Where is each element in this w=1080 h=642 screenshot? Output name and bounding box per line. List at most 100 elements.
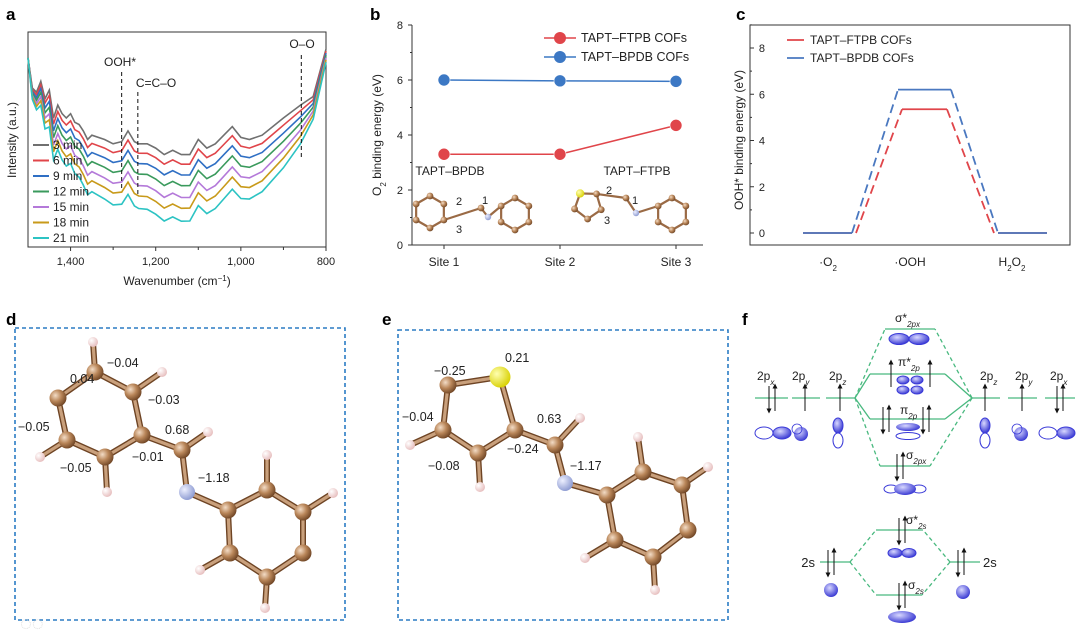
legend-label: TAPT–BPDB COFs bbox=[581, 50, 689, 64]
label-part: H bbox=[999, 255, 1008, 269]
label-sub: z bbox=[841, 378, 846, 387]
bond bbox=[636, 206, 658, 213]
label-sub: 2px bbox=[912, 457, 927, 466]
y-axis-label: OOH* binding energy (eV) bbox=[732, 70, 746, 210]
charge-label: −0.25 bbox=[434, 364, 466, 378]
correlation-line bbox=[923, 530, 950, 562]
atom-H bbox=[102, 487, 112, 497]
transition-line bbox=[947, 109, 994, 233]
atom-C bbox=[525, 203, 532, 210]
x-tick-label: Site 2 bbox=[545, 255, 576, 269]
orbital-lobe bbox=[902, 549, 916, 558]
label-main: 2p bbox=[829, 369, 843, 383]
label-main: σ* bbox=[906, 513, 918, 527]
legend-label: 6 min bbox=[53, 154, 82, 168]
y-tick-label: 0 bbox=[759, 228, 765, 240]
atom-H bbox=[157, 367, 167, 377]
atom-H bbox=[88, 337, 98, 347]
orbital-sphere bbox=[824, 583, 838, 597]
y-tick-label: 6 bbox=[759, 89, 765, 101]
orbital-lobe bbox=[980, 433, 990, 448]
legend-label: TAPT–FTPB COFs bbox=[581, 31, 687, 45]
atom-C bbox=[674, 477, 691, 494]
charge-label: −0.24 bbox=[507, 442, 539, 456]
atom-C bbox=[680, 522, 697, 539]
mo-label: σ2px bbox=[906, 448, 927, 466]
legend-label: 18 min bbox=[53, 216, 89, 230]
correlation-line bbox=[945, 374, 972, 398]
y-tick-label: 2 bbox=[397, 185, 403, 197]
label-main: π bbox=[900, 403, 908, 417]
atom-N bbox=[633, 210, 639, 216]
label-sub: 2px bbox=[906, 320, 921, 329]
y-axis-label: Intensity (a.u.) bbox=[5, 102, 19, 178]
orbital-lobe bbox=[1039, 427, 1057, 439]
site-label: 2 bbox=[606, 185, 612, 197]
mo-label: 2px bbox=[1050, 369, 1068, 387]
atom-C bbox=[470, 445, 487, 462]
x-tick-label: 1,200 bbox=[142, 256, 170, 268]
mo-label: σ*2px bbox=[895, 311, 921, 329]
atom-C bbox=[50, 390, 67, 407]
atom-C bbox=[525, 219, 532, 226]
orbital-lobe bbox=[773, 427, 791, 439]
atom-H bbox=[35, 452, 45, 462]
x-tick-label: 1,000 bbox=[227, 256, 255, 268]
transition-line bbox=[951, 90, 998, 233]
atom-C bbox=[413, 201, 420, 208]
label-sub: y bbox=[804, 378, 810, 387]
transition-line bbox=[852, 90, 898, 233]
label-sub: 2s bbox=[914, 587, 923, 596]
atom-H bbox=[328, 488, 338, 498]
label-main: 2p bbox=[1015, 369, 1029, 383]
charge-label: −0.05 bbox=[60, 461, 92, 475]
charge-label: −0.01 bbox=[132, 450, 164, 464]
atom-C bbox=[174, 442, 191, 459]
label-main: π* bbox=[898, 355, 911, 369]
atom-H bbox=[703, 462, 713, 472]
atom-H bbox=[203, 427, 213, 437]
orbital-lobe bbox=[911, 376, 923, 384]
atom-C bbox=[645, 549, 662, 566]
legend-marker bbox=[554, 51, 566, 63]
label-main: 2p bbox=[1050, 369, 1064, 383]
y-tick-label: 8 bbox=[397, 20, 403, 32]
data-point bbox=[670, 75, 682, 87]
label-part: ·OOH bbox=[894, 255, 925, 269]
bond bbox=[444, 208, 481, 220]
charge-label: 0.21 bbox=[505, 351, 529, 365]
data-point bbox=[438, 148, 450, 160]
atom-C bbox=[682, 219, 689, 226]
label-main: 2p bbox=[980, 369, 994, 383]
correlation-line bbox=[855, 329, 885, 398]
atom-C bbox=[440, 377, 457, 394]
s-label-right: 2s bbox=[983, 555, 997, 570]
mo-label: π*2p bbox=[898, 355, 920, 373]
atom-C bbox=[97, 449, 114, 466]
atom-C bbox=[584, 216, 591, 223]
atom-C bbox=[669, 195, 676, 202]
charge-label: 0.68 bbox=[165, 423, 189, 437]
label-part: 2 bbox=[832, 264, 837, 273]
correlation-line bbox=[850, 562, 876, 595]
y-tick-label: 4 bbox=[397, 130, 403, 142]
atom-C bbox=[413, 217, 420, 224]
y-axis-label: O2 binding energy (eV) bbox=[370, 74, 388, 196]
orbital-lobe bbox=[888, 611, 916, 623]
inset-label-ftpb: TAPT–FTPB bbox=[603, 164, 670, 178]
atom-H bbox=[405, 440, 415, 450]
atom-S bbox=[490, 367, 511, 388]
mo-label: 2py bbox=[1015, 369, 1033, 387]
x-tick-label: 1,400 bbox=[57, 256, 85, 268]
x-tick-label: Site 3 bbox=[661, 255, 692, 269]
atom-C bbox=[427, 225, 434, 232]
atom-H bbox=[633, 432, 643, 442]
mo-label: 2py bbox=[792, 369, 810, 387]
y-tick-label: 2 bbox=[759, 182, 765, 194]
legend-label: 15 min bbox=[53, 200, 89, 214]
